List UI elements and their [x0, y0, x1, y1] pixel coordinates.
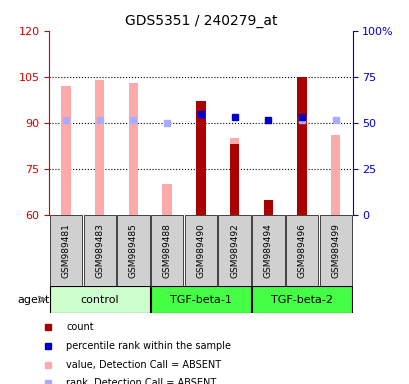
Text: GSM989488: GSM989488 — [162, 223, 171, 278]
Bar — [319, 215, 351, 286]
Bar — [196, 101, 205, 215]
Bar — [61, 86, 71, 215]
Text: GSM989485: GSM989485 — [129, 223, 138, 278]
Text: percentile rank within the sample: percentile rank within the sample — [66, 341, 230, 351]
Bar — [151, 286, 250, 313]
Text: GSM989490: GSM989490 — [196, 223, 205, 278]
Bar — [95, 80, 104, 215]
Text: TGF-beta-2: TGF-beta-2 — [270, 295, 332, 305]
Text: GSM989481: GSM989481 — [61, 223, 70, 278]
Bar — [50, 215, 82, 286]
Text: count: count — [66, 322, 93, 332]
Text: agent: agent — [17, 295, 49, 305]
Bar — [83, 215, 116, 286]
Text: rank, Detection Call = ABSENT: rank, Detection Call = ABSENT — [66, 378, 216, 384]
Bar — [218, 215, 250, 286]
Bar — [229, 138, 239, 215]
Bar — [297, 77, 306, 215]
Bar — [252, 215, 284, 286]
Bar — [184, 215, 216, 286]
Bar — [229, 144, 239, 215]
Bar — [330, 135, 339, 215]
Bar — [263, 200, 272, 215]
Bar — [285, 215, 317, 286]
Text: GSM989492: GSM989492 — [229, 223, 238, 278]
Bar — [151, 215, 183, 286]
Text: GSM989483: GSM989483 — [95, 223, 104, 278]
Text: value, Detection Call = ABSENT: value, Detection Call = ABSENT — [66, 360, 220, 370]
Text: GSM989496: GSM989496 — [297, 223, 306, 278]
Text: GSM989499: GSM989499 — [330, 223, 339, 278]
Bar — [252, 286, 351, 313]
Title: GDS5351 / 240279_at: GDS5351 / 240279_at — [124, 14, 276, 28]
Bar — [117, 215, 149, 286]
Bar — [162, 184, 171, 215]
Text: control: control — [80, 295, 119, 305]
Text: TGF-beta-1: TGF-beta-1 — [170, 295, 231, 305]
Bar — [50, 286, 149, 313]
Text: GSM989494: GSM989494 — [263, 223, 272, 278]
Bar — [128, 83, 138, 215]
